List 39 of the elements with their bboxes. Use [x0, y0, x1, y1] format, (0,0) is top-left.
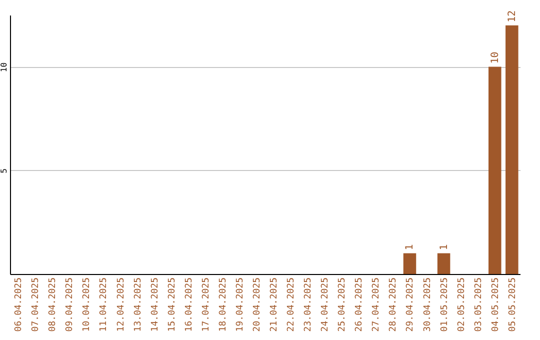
- x-tick-label: 25.04.2025: [338, 278, 348, 332]
- x-tick-label: 02.05.2025: [456, 278, 467, 332]
- x-tick-label: 26.04.2025: [354, 278, 365, 332]
- x-tick-label: 22.04.2025: [286, 278, 297, 332]
- x-tick-label: 17.04.2025: [201, 278, 212, 332]
- x-tick-label: 14.04.2025: [150, 278, 160, 332]
- x-tick-label: 04.05.2025: [490, 278, 501, 332]
- x-tick-label: 08.04.2025: [48, 278, 58, 332]
- bar: [437, 253, 450, 274]
- x-tick-label: 21.04.2025: [270, 278, 280, 332]
- x-tick-label: 09.04.2025: [65, 278, 76, 332]
- data-label: 1: [438, 244, 450, 250]
- x-tick-label: 28.04.2025: [388, 278, 399, 332]
- x-tick-label: 20.04.2025: [252, 278, 262, 332]
- x-tick-label: 05.05.2025: [508, 278, 518, 332]
- y-tick-label: 5: [0, 168, 8, 174]
- x-tick-label: 01.05.2025: [440, 278, 450, 332]
- x-tick-label: 06.04.2025: [14, 278, 24, 332]
- x-tick-label: 18.04.2025: [218, 278, 228, 332]
- x-tick-label: 03.05.2025: [474, 278, 484, 332]
- x-tick-label: 23.04.2025: [304, 278, 314, 332]
- x-tick-label: 15.04.2025: [167, 278, 178, 332]
- x-tick-label: 29.04.2025: [406, 278, 416, 332]
- data-label: 12: [506, 10, 518, 22]
- x-tick-label: 27.04.2025: [372, 278, 382, 332]
- x-tick-label: 16.04.2025: [184, 278, 194, 332]
- data-label: 10: [490, 52, 501, 64]
- bar: [488, 66, 502, 274]
- x-tick-label: 07.04.2025: [31, 278, 42, 332]
- x-tick-label: 30.04.2025: [422, 278, 433, 332]
- data-label: 1: [404, 244, 416, 250]
- x-tick-label: 12.04.2025: [116, 278, 126, 332]
- x-tick-label: 19.04.2025: [235, 278, 246, 332]
- x-tick-label: 24.04.2025: [320, 278, 331, 332]
- x-tick-label: 11.04.2025: [99, 278, 110, 332]
- bar: [506, 25, 518, 274]
- x-tick-label: 13.04.2025: [133, 278, 144, 332]
- x-tick-label: 10.04.2025: [82, 278, 92, 332]
- bar: [403, 253, 416, 274]
